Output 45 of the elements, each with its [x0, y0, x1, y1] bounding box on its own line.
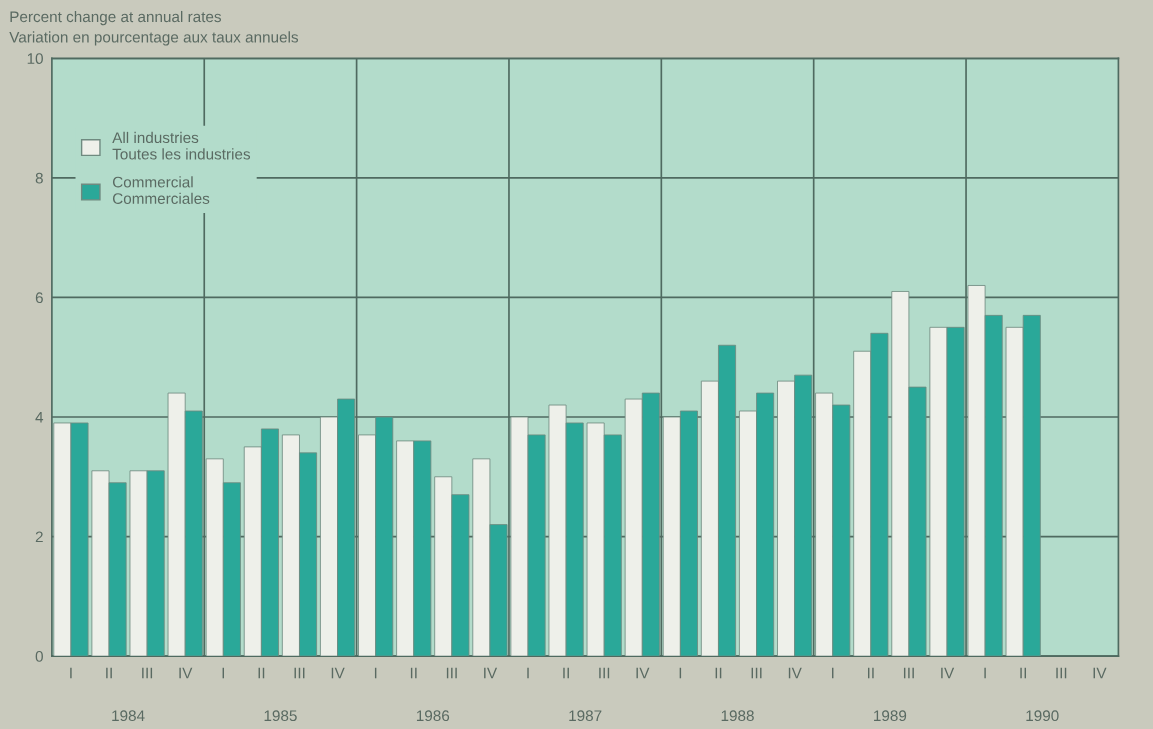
x-tick-label: III — [751, 667, 762, 679]
x-tick-label: I — [222, 667, 224, 679]
x-tick-label: IV — [636, 667, 650, 679]
x-tick-label: II — [258, 667, 265, 679]
x-tick-label: III — [446, 667, 457, 679]
text: 1986 — [416, 710, 450, 722]
y-tick-label: 8 — [35, 172, 43, 184]
text: 1990 — [1026, 710, 1059, 722]
x-tick-label: III — [294, 667, 305, 679]
x-tick-label: IV — [941, 667, 955, 679]
x-tick-label: I — [832, 667, 834, 679]
y-tick-label: 6 — [35, 292, 43, 304]
x-tick-label: I — [984, 667, 986, 679]
x-tick-label: I — [70, 667, 72, 679]
chart-title: Percent change at annual rates — [10, 10, 222, 26]
x-tick-label: II — [867, 667, 874, 679]
x-tick-label: III — [903, 667, 914, 679]
x-tick-label: IV — [1093, 667, 1107, 679]
text: 1989 — [874, 710, 907, 722]
y-tick-label: 2 — [35, 531, 43, 543]
x-tick-label: III — [599, 667, 610, 679]
y-tick-label: 4 — [35, 412, 44, 423]
x-tick-label: II — [715, 667, 722, 679]
x-tick-label: IV — [484, 667, 498, 679]
x-tick-label: I — [374, 667, 377, 679]
legend-label: Commercial Commerciales — [112, 176, 210, 204]
x-tick-label: II — [106, 667, 112, 679]
text: 1984 — [112, 710, 145, 722]
legend-label: All industries Toutes les industries — [112, 131, 251, 160]
text: 1987 — [569, 710, 602, 722]
x-tick-label: II — [410, 667, 417, 679]
x-tick-label: II — [1020, 667, 1027, 679]
chart-subtitle: Variation en pourcentage aux taux annuels — [9, 31, 299, 46]
x-tick-label: I — [679, 667, 682, 679]
x-tick-label: I — [527, 667, 529, 679]
text: 1988 — [721, 710, 754, 722]
x-tick-label: IV — [179, 667, 193, 679]
x-tick-label: III — [1056, 667, 1067, 679]
text: 1985 — [264, 710, 297, 722]
x-tick-label: IV — [788, 667, 802, 679]
y-tick-label: 10 — [27, 53, 43, 65]
x-tick-label: IV — [331, 667, 345, 679]
y-tick-label: 0 — [35, 650, 43, 662]
x-tick-label: II — [563, 667, 569, 679]
x-tick-label: III — [142, 667, 153, 679]
